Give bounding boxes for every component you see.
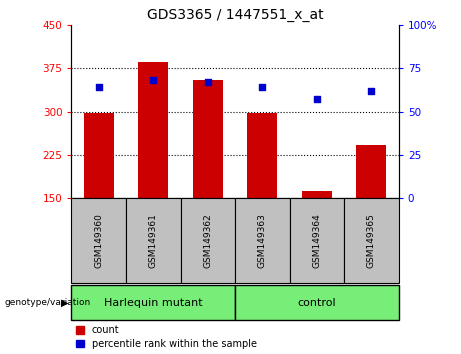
Point	[368, 88, 375, 93]
Text: control: control	[298, 298, 336, 308]
Bar	[71, 198, 126, 283]
Bar	[248, 113, 278, 198]
Bar	[290, 198, 344, 283]
Text: GSM149363: GSM149363	[258, 213, 267, 268]
Point	[259, 84, 266, 90]
Bar	[84, 113, 114, 198]
Text: GSM149365: GSM149365	[367, 213, 376, 268]
Bar	[344, 198, 399, 283]
Text: genotype/variation: genotype/variation	[5, 298, 91, 307]
Text: GSM149361: GSM149361	[149, 213, 158, 268]
Legend: count, percentile rank within the sample: count, percentile rank within the sample	[77, 325, 257, 349]
Bar	[181, 198, 235, 283]
Bar	[302, 191, 332, 198]
Text: Harlequin mutant: Harlequin mutant	[104, 298, 202, 308]
Bar	[71, 285, 235, 320]
Bar	[235, 285, 399, 320]
Bar	[235, 198, 290, 283]
Text: GSM149362: GSM149362	[203, 213, 213, 268]
Point	[313, 97, 321, 102]
Bar	[138, 62, 168, 198]
Bar	[126, 198, 181, 283]
Bar	[356, 145, 386, 198]
Text: GSM149360: GSM149360	[94, 213, 103, 268]
Bar	[193, 80, 223, 198]
Text: GSM149364: GSM149364	[313, 213, 321, 268]
Point	[95, 84, 102, 90]
Point	[204, 79, 212, 85]
Title: GDS3365 / 1447551_x_at: GDS3365 / 1447551_x_at	[147, 8, 324, 22]
Text: ▶: ▶	[61, 298, 68, 308]
Point	[149, 78, 157, 83]
